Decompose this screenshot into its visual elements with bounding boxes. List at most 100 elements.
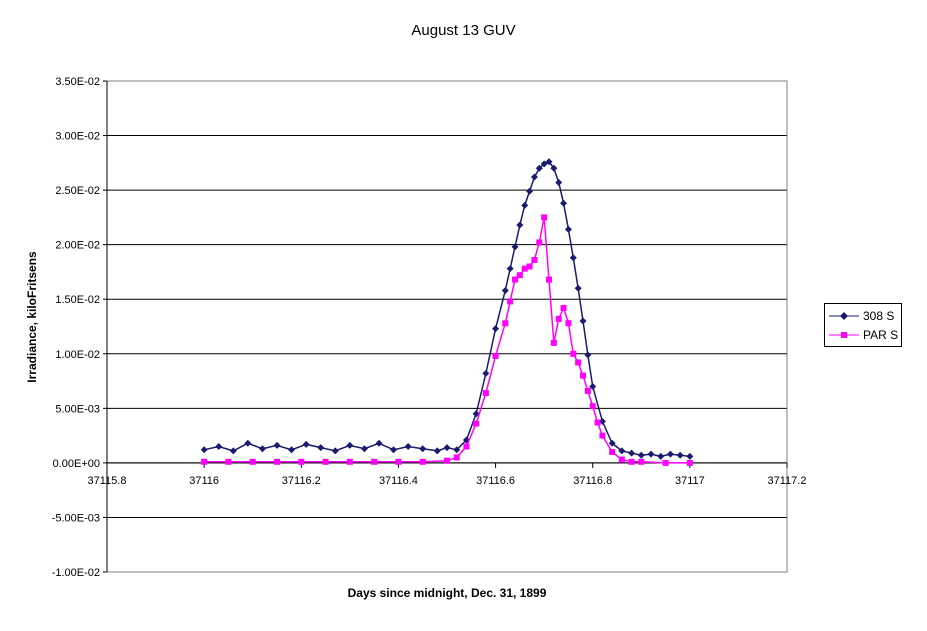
data-point-308-s — [589, 383, 597, 391]
data-point-par-s — [628, 458, 635, 465]
data-point-308-s — [530, 173, 538, 181]
x-tick-label: 37117.2 — [768, 475, 807, 487]
data-point-par-s — [531, 256, 538, 263]
data-point-308-s — [545, 158, 553, 166]
data-point-308-s — [579, 317, 587, 325]
data-point-par-s — [346, 458, 353, 465]
legend-item-308-s: 308 S — [829, 308, 894, 324]
data-point-par-s — [322, 458, 329, 465]
data-point-308-s — [521, 201, 529, 209]
data-point-par-s — [584, 387, 591, 394]
data-point-par-s — [521, 265, 528, 272]
data-point-par-s — [638, 458, 645, 465]
data-point-308-s — [302, 440, 310, 448]
data-point-308-s — [564, 225, 572, 233]
data-point-308-s — [472, 410, 480, 418]
data-point-308-s — [258, 445, 266, 453]
data-point-par-s — [419, 458, 426, 465]
data-point-par-s — [546, 276, 552, 283]
data-point-par-s — [201, 458, 208, 465]
data-point-308-s — [676, 451, 684, 459]
data-point-308-s — [360, 445, 368, 453]
data-point-308-s — [501, 286, 509, 294]
data-point-308-s — [598, 417, 606, 425]
data-point-308-s — [346, 441, 354, 449]
data-point-308-s — [550, 164, 558, 172]
legend-label-308-s: 308 S — [863, 309, 895, 323]
y-tick-label: 0.00E+00 — [53, 458, 100, 470]
y-tick-label: 3.50E-02 — [55, 76, 100, 88]
data-point-par-s — [482, 390, 489, 397]
x-tick-label: 37116.2 — [282, 475, 321, 487]
data-point-308-s — [637, 451, 645, 459]
data-point-par-s — [580, 372, 586, 379]
data-point-308-s — [647, 450, 655, 458]
data-point-par-s — [492, 352, 499, 359]
data-point-par-s — [516, 272, 523, 279]
data-point-par-s — [536, 239, 543, 246]
data-point-par-s — [395, 458, 402, 465]
square-marker-icon — [829, 332, 859, 338]
data-point-par-s — [662, 459, 669, 466]
data-point-308-s — [492, 325, 500, 333]
y-tick-label: 5.00E-03 — [55, 403, 100, 415]
data-point-308-s — [584, 351, 592, 359]
x-axis-label: Days since midnight, Dec. 31, 1899 — [347, 586, 547, 600]
data-point-par-s — [526, 263, 533, 270]
data-point-308-s — [506, 265, 514, 273]
data-point-par-s — [453, 454, 460, 461]
data-point-par-s — [473, 420, 480, 427]
y-tick-label: -5.00E-03 — [52, 512, 100, 524]
data-point-308-s — [331, 447, 339, 455]
data-point-308-s — [273, 441, 281, 449]
x-tick-label: 37116.6 — [476, 475, 515, 487]
x-tick-label: 37115.8 — [88, 475, 127, 487]
data-point-308-s — [482, 369, 490, 377]
data-point-par-s — [298, 458, 305, 465]
data-point-308-s — [419, 445, 427, 453]
y-tick-label: -1.00E-02 — [52, 567, 100, 579]
data-point-308-s — [516, 221, 524, 229]
data-point-par-s — [249, 458, 256, 465]
data-point-308-s — [686, 452, 694, 460]
series-line-308-s — [203, 160, 690, 458]
data-point-308-s — [288, 446, 296, 454]
data-point-par-s — [609, 448, 616, 455]
data-point-par-s — [502, 320, 509, 327]
data-point-par-s — [594, 419, 601, 426]
x-tick-label: 37117 — [675, 475, 705, 487]
data-point-308-s — [657, 452, 665, 460]
data-point-par-s — [575, 359, 582, 366]
data-point-308-s — [443, 444, 451, 452]
data-point-308-s — [317, 444, 325, 452]
data-point-308-s — [526, 187, 534, 195]
y-tick-label: 1.50E-02 — [55, 294, 100, 306]
data-point-308-s — [200, 446, 208, 454]
data-point-308-s — [618, 447, 626, 455]
data-point-par-s — [555, 315, 562, 322]
y-tick-label: 2.50E-02 — [55, 185, 100, 197]
y-axis-label: Irradiance, kiloFritsens — [25, 251, 39, 383]
data-point-308-s — [540, 160, 548, 168]
data-point-par-s — [371, 458, 378, 465]
data-point-308-s — [433, 447, 441, 455]
x-tick-label: 37116.4 — [379, 475, 418, 487]
data-point-308-s — [404, 443, 412, 451]
data-point-par-s — [444, 457, 450, 464]
data-point-par-s — [550, 339, 557, 346]
data-point-308-s — [569, 254, 577, 262]
data-point-308-s — [229, 447, 237, 455]
data-point-par-s — [541, 214, 548, 221]
data-point-308-s — [511, 243, 519, 251]
data-point-par-s — [599, 432, 606, 439]
data-point-308-s — [390, 446, 398, 454]
data-point-308-s — [666, 450, 674, 458]
data-point-308-s — [628, 449, 636, 457]
data-point-par-s — [512, 276, 518, 283]
data-point-par-s — [565, 320, 572, 327]
y-tick-label: 3.00E-02 — [55, 131, 100, 143]
data-point-308-s — [608, 439, 616, 447]
data-point-308-s — [555, 178, 563, 186]
